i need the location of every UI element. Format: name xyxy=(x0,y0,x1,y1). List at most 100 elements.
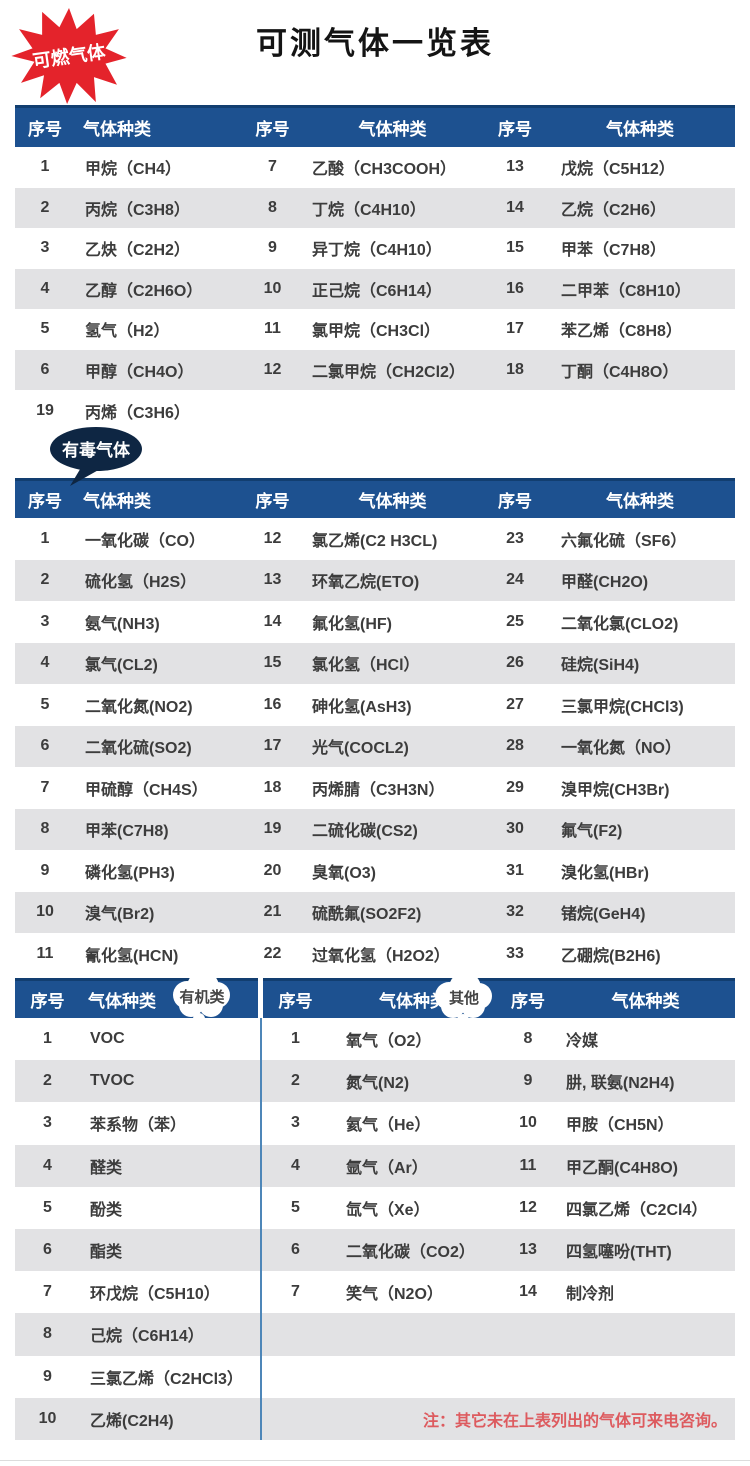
row-index: 32 xyxy=(506,903,524,921)
gas-name: 过氧化氢（H2O2） xyxy=(312,947,450,965)
gas-name: 氩气（Ar） xyxy=(346,1159,428,1177)
gas-name: 丁酮（C4H8O） xyxy=(561,363,679,381)
gas-name: 笑气（N2O） xyxy=(346,1286,443,1304)
gas-name: 硫化氢（H2S） xyxy=(85,574,197,592)
gas-name: 乙硼烷(B2H6) xyxy=(561,947,661,965)
row-index: 15 xyxy=(506,239,524,257)
gas-name xyxy=(560,1313,731,1355)
gas-name: 氧气（O2） xyxy=(346,1033,432,1051)
row-index: 19 xyxy=(36,401,54,419)
row-index: 7 xyxy=(291,1283,300,1301)
table-row: 1 VOC 1 氧气（O2） 8 冷媒 xyxy=(15,1018,735,1060)
toxic-table-body: 1 一氧化碳（CO） 12 氯乙烯(C2 H3CL) 23 六氟化硫（SF6） 2 硫化氢（H… xyxy=(15,518,735,975)
organic-badge-label: 有机类 xyxy=(179,988,225,1006)
row-index: 3 xyxy=(291,1114,300,1132)
gas-name: 氯甲烷（CH3Cl） xyxy=(312,323,441,341)
col-header-index: 序号 xyxy=(255,120,290,139)
col-header-index: 序号 xyxy=(511,992,545,1011)
gas-name: 溴化氢(HBr) xyxy=(561,864,649,882)
row-index: 11 xyxy=(36,944,54,962)
gas-name: 冷媒 xyxy=(566,1033,599,1051)
organic-category-badge: 有机类 xyxy=(173,971,230,1029)
table-row: 8 己烷（C6H14） xyxy=(15,1313,735,1356)
row-index: 10 xyxy=(519,1114,537,1132)
gas-name: 三氯乙烯（C2HCl3） xyxy=(90,1370,243,1388)
gas-name: 肼, 联氨(N2H4) xyxy=(566,1075,675,1093)
row-index: 16 xyxy=(506,279,524,297)
gas-name: 二氧化碳（CO2） xyxy=(346,1244,475,1262)
row-index: 19 xyxy=(263,820,282,838)
gas-name: 溴气(Br2) xyxy=(85,906,155,924)
row-index: 2 xyxy=(40,198,50,216)
gas-name: 臭氧(O3) xyxy=(312,864,377,882)
row-index: 10 xyxy=(38,1409,57,1427)
gas-name: 甲烷（CH4） xyxy=(85,161,182,179)
table-row: 8 甲苯(C7H8) 19 二硫化碳(CS2) 30 氟气(F2) xyxy=(15,808,735,850)
table-row: 9 三氯乙烯（C2HCl3） xyxy=(15,1356,735,1398)
col-header-gas: 气体种类 xyxy=(379,992,447,1011)
row-index xyxy=(496,1313,560,1355)
row-index: 3 xyxy=(43,1114,52,1132)
gas-name: 苯系物（苯） xyxy=(90,1117,187,1135)
gas-name: 锗烷(GeH4) xyxy=(561,906,646,924)
gas-name: 氟化氢(HF) xyxy=(312,615,392,633)
col-header-index: 序号 xyxy=(30,992,65,1011)
row-index: 13 xyxy=(506,158,524,176)
table-row: 6 甲醇（CH4O） 12 二氯甲烷（CH2Cl2） 18 丁酮（C4H8O） xyxy=(15,349,735,390)
gas-name: 苯乙烯（C8H8） xyxy=(561,323,682,341)
gas-name: 氯气(CL2) xyxy=(85,657,158,675)
col-header-index: 序号 xyxy=(498,492,532,511)
table-row: 3 乙炔（C2H2） 9 异丁烷（C4H10） 15 甲苯（C7H8） xyxy=(15,228,735,269)
table-row: 1 甲烷（CH4） 7 乙酸（CH3COOH） 13 戊烷（C5H12） xyxy=(15,147,735,188)
gas-name: 一氧化氮（NO） xyxy=(561,740,682,758)
gas-name: 制冷剂 xyxy=(566,1286,615,1304)
gas-name: 丙烷（C3H8） xyxy=(85,201,190,219)
row-index: 5 xyxy=(40,320,50,338)
other-badge-label: 其他 xyxy=(449,989,479,1007)
row-index: 31 xyxy=(506,861,524,879)
gas-name: 异丁烷（C4H10） xyxy=(312,242,442,260)
row-index: 2 xyxy=(43,1072,52,1090)
table-row: 3 苯系物（苯） 3 氦气（He） 10 甲胺（CH5N） xyxy=(15,1102,735,1144)
row-index: 10 xyxy=(36,903,54,921)
row-index: 11 xyxy=(264,320,281,338)
gas-name: 甲苯（C7H8） xyxy=(561,242,666,260)
gas-name: 乙烷（C2H6） xyxy=(561,201,666,219)
table-row: 4 氯气(CL2) 15 氯化氢（HCl） 26 硅烷(SiH4) xyxy=(15,642,735,684)
row-index: 4 xyxy=(40,279,50,297)
row-index: 6 xyxy=(40,360,50,378)
section-divider-line xyxy=(260,1018,262,1440)
col-header-index: 序号 xyxy=(278,992,313,1011)
row-index: 7 xyxy=(43,1283,52,1301)
gas-name: 二氧化硫(SO2) xyxy=(85,740,192,758)
row-index: 12 xyxy=(263,360,282,378)
row-index: 17 xyxy=(263,737,282,755)
row-index: 13 xyxy=(519,1241,537,1259)
gas-name: 磷化氢(PH3) xyxy=(85,864,175,882)
gas-name: 氮气(N2) xyxy=(346,1075,410,1093)
gas-name: 正己烷（C6H14） xyxy=(312,282,442,300)
col-header-gas: 气体种类 xyxy=(606,492,674,511)
row-index: 1 xyxy=(43,1030,52,1048)
row-index: 24 xyxy=(506,571,524,589)
organic-other-table-header: 序号 气体种类 序号 气体种类 序号 气体种类 xyxy=(15,978,735,1021)
row-index: 9 xyxy=(523,1072,533,1090)
bottom-border xyxy=(0,1460,750,1461)
gas-name: 二甲苯（C8H10） xyxy=(561,282,691,300)
gas-name: 硫酰氟(SO2F2) xyxy=(312,906,422,924)
cloud-icon xyxy=(173,971,230,1029)
row-index: 3 xyxy=(40,612,50,630)
gas-name: 二氧化氯(CLO2) xyxy=(561,615,679,633)
row-index: 33 xyxy=(506,944,524,962)
gas-name: 乙炔（C2H2） xyxy=(85,242,190,260)
row-index: 14 xyxy=(519,1283,537,1301)
col-header-index: 序号 xyxy=(28,492,62,511)
row-index: 22 xyxy=(263,944,282,962)
table-row: 2 硫化氢（H2S） 13 环氧乙烷(ETO) 24 甲醛(CH2O) xyxy=(15,559,735,601)
row-index: 23 xyxy=(506,529,524,547)
row-index: 8 xyxy=(40,820,50,838)
flammable-table-body: 1 甲烷（CH4） 7 乙酸（CH3COOH） 13 戊烷（C5H12） 2 丙烷（C3H8）… xyxy=(15,147,735,390)
speech-bubble-icon xyxy=(50,427,142,471)
row-index: 13 xyxy=(263,571,282,589)
